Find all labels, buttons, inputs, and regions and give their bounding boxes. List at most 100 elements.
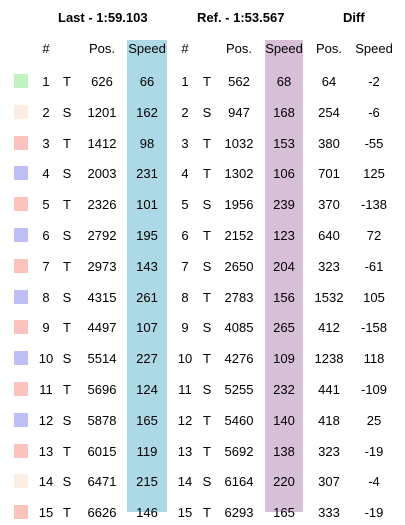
col-pos-right: Pos. xyxy=(225,41,252,56)
table-row: 10 S 5514 227 10 T 4276 109 1238 118 xyxy=(0,349,405,369)
ref-sector-number: 3 xyxy=(181,135,189,151)
ref-sector-speed: 123 xyxy=(273,228,295,243)
ref-sector-number: 5 xyxy=(181,197,189,213)
sector-color-swatch xyxy=(14,228,28,242)
ref-sector-speed: 140 xyxy=(273,412,295,428)
sector-position: 4315 xyxy=(87,289,117,305)
sector-position: 2003 xyxy=(87,166,117,182)
diff-position: 380 xyxy=(318,135,340,151)
sector-number: 3 xyxy=(42,135,50,151)
ref-sector-speed: 165 xyxy=(273,505,295,521)
sector-position: 2326 xyxy=(87,197,117,213)
sector-type: S xyxy=(62,351,72,367)
sector-type: S xyxy=(62,412,72,428)
sector-speed: 162 xyxy=(136,104,158,120)
sector-number: 2 xyxy=(42,104,50,120)
diff-speed: -61 xyxy=(364,258,384,274)
last-speed-column-bg xyxy=(127,40,167,512)
sector-number: 11 xyxy=(39,382,53,397)
sector-type: T xyxy=(63,135,71,151)
ref-sector-speed: 153 xyxy=(273,135,295,151)
table-row: 3 T 1412 98 3 T 1032 153 380 -55 xyxy=(0,134,405,154)
table-row: 12 S 5878 165 12 T 5460 140 418 25 xyxy=(0,411,405,431)
ref-sector-position: 5255 xyxy=(224,382,254,397)
col-num-left: # xyxy=(42,41,50,56)
sector-type: S xyxy=(62,104,72,120)
diff-position: 254 xyxy=(318,104,340,120)
sector-position: 626 xyxy=(91,74,113,89)
sector-position: 5878 xyxy=(87,412,117,428)
ref-sector-speed: 138 xyxy=(273,443,295,459)
sector-number: 7 xyxy=(42,258,50,274)
ref-sector-type: T xyxy=(203,289,211,305)
sector-type: T xyxy=(63,197,71,213)
table-row: 1 T 626 66 1 T 562 68 64 -2 xyxy=(0,72,405,92)
ref-sector-position: 1032 xyxy=(224,135,254,151)
sector-position: 5514 xyxy=(87,351,117,367)
sector-color-swatch xyxy=(14,320,28,335)
ref-sector-speed: 68 xyxy=(276,74,292,89)
ref-sector-number: 7 xyxy=(181,258,189,274)
ref-sector-number: 14 xyxy=(177,474,193,490)
sector-number: 5 xyxy=(42,197,50,213)
diff-speed: -19 xyxy=(364,443,384,459)
sector-speed: 98 xyxy=(139,135,155,151)
sector-number: 10 xyxy=(38,351,54,367)
diff-speed: -19 xyxy=(364,505,384,521)
sector-speed: 119 xyxy=(136,443,158,459)
diff-speed: -55 xyxy=(364,135,384,151)
sector-number: 13 xyxy=(38,443,54,459)
ref-speed-column-bg xyxy=(265,40,303,512)
ref-sector-position: 5692 xyxy=(224,443,254,459)
sector-speed: 146 xyxy=(136,505,158,521)
ref-sector-speed: 265 xyxy=(273,320,295,336)
last-lap-header: Last - 1:59.103 xyxy=(58,10,148,25)
sector-type: S xyxy=(62,289,72,305)
sector-position: 4497 xyxy=(87,320,117,336)
ref-sector-number: 11 xyxy=(178,382,192,397)
sector-type: T xyxy=(63,258,71,274)
sector-position: 5696 xyxy=(87,382,117,397)
ref-sector-number: 10 xyxy=(177,351,193,367)
sector-color-swatch xyxy=(14,166,28,181)
ref-sector-position: 1956 xyxy=(224,197,254,213)
ref-sector-position: 6293 xyxy=(224,505,254,521)
table-row: 2 S 1201 162 2 S 947 168 254 -6 xyxy=(0,103,405,123)
sector-type: S xyxy=(62,474,72,490)
sector-type: T xyxy=(63,320,71,336)
sector-position: 2973 xyxy=(87,258,117,274)
diff-speed: 125 xyxy=(363,166,385,182)
ref-sector-type: S xyxy=(202,197,212,213)
diff-speed: 105 xyxy=(363,289,385,305)
ref-sector-position: 4085 xyxy=(224,320,254,336)
sector-speed: 101 xyxy=(136,197,158,213)
ref-sector-number: 4 xyxy=(181,166,189,182)
col-speed-right: Speed xyxy=(265,41,303,56)
table-row: 11 T 5696 124 11 S 5255 232 441 -109 xyxy=(0,380,405,400)
ref-sector-position: 562 xyxy=(228,74,250,89)
sector-color-swatch xyxy=(14,505,28,520)
sector-color-swatch xyxy=(14,443,28,458)
ref-sector-type: S xyxy=(202,474,212,490)
sector-number: 14 xyxy=(38,474,54,490)
diff-speed: 72 xyxy=(366,228,382,243)
diff-position: 441 xyxy=(318,382,340,397)
diff-position: 333 xyxy=(318,505,340,521)
ref-sector-position: 2783 xyxy=(224,289,254,305)
ref-sector-speed: 168 xyxy=(273,104,295,120)
ref-sector-number: 6 xyxy=(181,228,189,243)
col-diff-pos: Pos. xyxy=(315,41,342,56)
sector-color-swatch xyxy=(14,74,28,88)
sector-speed: 165 xyxy=(136,412,158,428)
sector-type: T xyxy=(63,443,71,459)
diff-speed: 118 xyxy=(363,351,385,367)
diff-position: 701 xyxy=(318,166,340,182)
ref-sector-position: 4276 xyxy=(224,351,254,367)
ref-sector-speed: 220 xyxy=(273,474,295,490)
ref-sector-position: 5460 xyxy=(224,412,254,428)
diff-speed: -158 xyxy=(360,320,388,336)
sector-position: 6015 xyxy=(87,443,117,459)
sector-position: 1201 xyxy=(87,104,117,120)
ref-sector-number: 13 xyxy=(177,443,193,459)
col-pos-left: Pos. xyxy=(88,41,115,56)
